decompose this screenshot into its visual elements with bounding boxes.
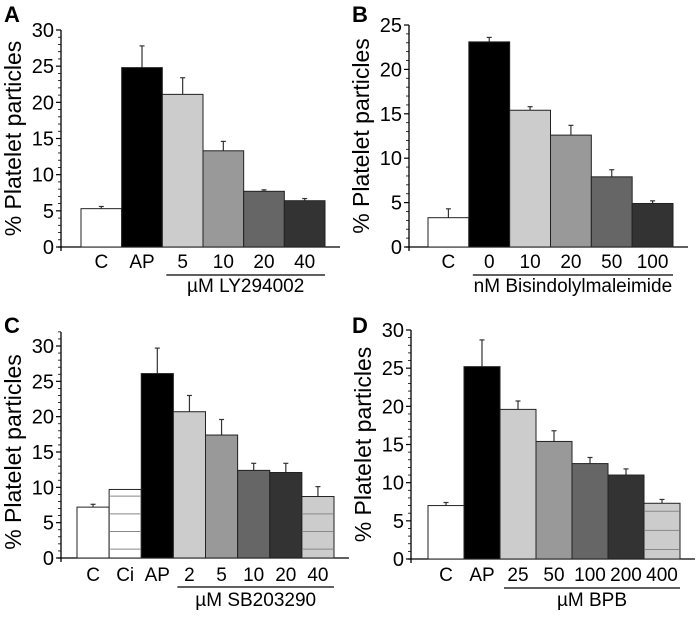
bar xyxy=(607,474,645,560)
x-tick-label: 10 xyxy=(243,565,264,586)
x-axis-label: µM BPB xyxy=(557,590,627,611)
x-tick-label: C xyxy=(442,252,456,273)
y-tick-label: 20 xyxy=(380,59,402,81)
bar xyxy=(427,505,465,560)
x-tick-label: 10 xyxy=(520,252,541,273)
x-tick-label: 40 xyxy=(294,252,315,273)
x-tick-label: 20 xyxy=(560,252,581,273)
x-tick-label: 2 xyxy=(184,565,195,586)
bar xyxy=(76,506,110,559)
y-tick-label: 20 xyxy=(32,92,54,114)
y-tick-label: 30 xyxy=(32,20,54,42)
y-tick-label: 0 xyxy=(393,549,404,571)
y-tick-label: 15 xyxy=(382,435,404,457)
x-tick-label: 400 xyxy=(646,565,678,586)
panel-label: C xyxy=(4,313,20,338)
bar xyxy=(205,434,239,559)
x-tick-label: C xyxy=(94,252,108,273)
y-axis-label: % Platelet particles xyxy=(350,347,376,543)
y-tick-label: 30 xyxy=(32,336,54,358)
x-tick-label: 100 xyxy=(574,565,606,586)
bar xyxy=(108,488,142,559)
bar xyxy=(269,471,303,559)
panel-b: B 0 5 10 15 20 25 % Platelet particles C 0 10 20 50 1… xyxy=(348,2,688,297)
y-tick-label: 15 xyxy=(380,104,402,126)
bar xyxy=(509,109,551,248)
y-tick-label: 25 xyxy=(32,56,54,78)
y-tick-label: 25 xyxy=(380,15,402,37)
x-tick-label: Ci xyxy=(116,565,134,586)
bar xyxy=(80,208,123,248)
x-tick-label: C xyxy=(86,565,100,586)
x-tick-label: 25 xyxy=(507,565,528,586)
y-tick-label: 10 xyxy=(32,165,54,187)
y-axis-label: % Platelet particles xyxy=(0,354,26,550)
x-tick-label: 5 xyxy=(177,252,188,273)
panel-d: D 0 5 10 15 20 25 30 % Platelet particles C AP 25 50… xyxy=(350,313,695,611)
panel-label: B xyxy=(352,2,368,27)
y-axis-label: % Platelet particles xyxy=(348,38,374,234)
bar xyxy=(590,176,633,248)
bar xyxy=(535,440,573,560)
y-tick-label: 20 xyxy=(382,396,404,418)
panel-label: A xyxy=(4,2,20,27)
y-axis-label: % Platelet particles xyxy=(0,41,26,237)
x-tick-label: 50 xyxy=(543,565,564,586)
y-tick-label: 0 xyxy=(43,548,54,570)
x-tick-label: AP xyxy=(145,565,170,586)
y-tick-label: 30 xyxy=(382,320,404,342)
x-tick-label: 50 xyxy=(601,252,622,273)
x-tick-label: AP xyxy=(129,252,154,273)
y-tick-label: 25 xyxy=(32,371,54,393)
x-tick-label: 5 xyxy=(216,565,227,586)
y-tick-label: 25 xyxy=(382,358,404,380)
y-tick-label: 15 xyxy=(32,129,54,151)
bar xyxy=(283,200,326,248)
x-tick-label: 200 xyxy=(610,565,642,586)
panel-label: D xyxy=(352,313,368,338)
x-tick-label: 100 xyxy=(637,252,669,273)
x-tick-label: 20 xyxy=(275,565,296,586)
panel-a: A 0 5 10 15 20 25 30 % Platelet particles C AP 5 10 2… xyxy=(0,2,340,297)
x-axis-label: µM SB203290 xyxy=(195,590,316,611)
y-tick-label: 10 xyxy=(32,477,54,499)
y-tick-label: 15 xyxy=(32,442,54,464)
x-tick-label: 40 xyxy=(307,565,328,586)
x-tick-label: 20 xyxy=(253,252,274,273)
y-tick-label: 5 xyxy=(393,511,404,533)
bar xyxy=(631,202,674,248)
bar xyxy=(121,67,163,248)
bar xyxy=(161,93,204,248)
x-axis-label: nM Bisindolylmaleimide xyxy=(474,276,673,297)
bar xyxy=(468,41,511,248)
x-axis-label: µM LY294002 xyxy=(187,276,304,297)
bar xyxy=(202,150,245,248)
bar xyxy=(427,217,470,248)
x-tick-label: AP xyxy=(469,565,494,586)
y-tick-label: 0 xyxy=(43,237,54,259)
bar xyxy=(237,469,271,559)
y-tick-label: 5 xyxy=(43,201,54,223)
bar xyxy=(140,373,174,559)
y-tick-label: 20 xyxy=(32,407,54,429)
x-tick-label: C xyxy=(439,565,453,586)
y-tick-label: 10 xyxy=(382,473,404,495)
x-tick-label: 10 xyxy=(213,252,234,273)
bar xyxy=(172,411,206,559)
bar xyxy=(301,496,335,559)
bar xyxy=(550,134,592,248)
y-tick-label: 5 xyxy=(43,513,54,535)
y-tick-label: 10 xyxy=(380,148,402,170)
bar xyxy=(571,463,609,560)
x-tick-label: 0 xyxy=(484,252,495,273)
bar xyxy=(243,190,285,248)
bar xyxy=(463,366,501,560)
y-tick-label: 0 xyxy=(391,237,402,259)
y-tick-label: 5 xyxy=(391,193,402,215)
bar xyxy=(499,408,537,560)
